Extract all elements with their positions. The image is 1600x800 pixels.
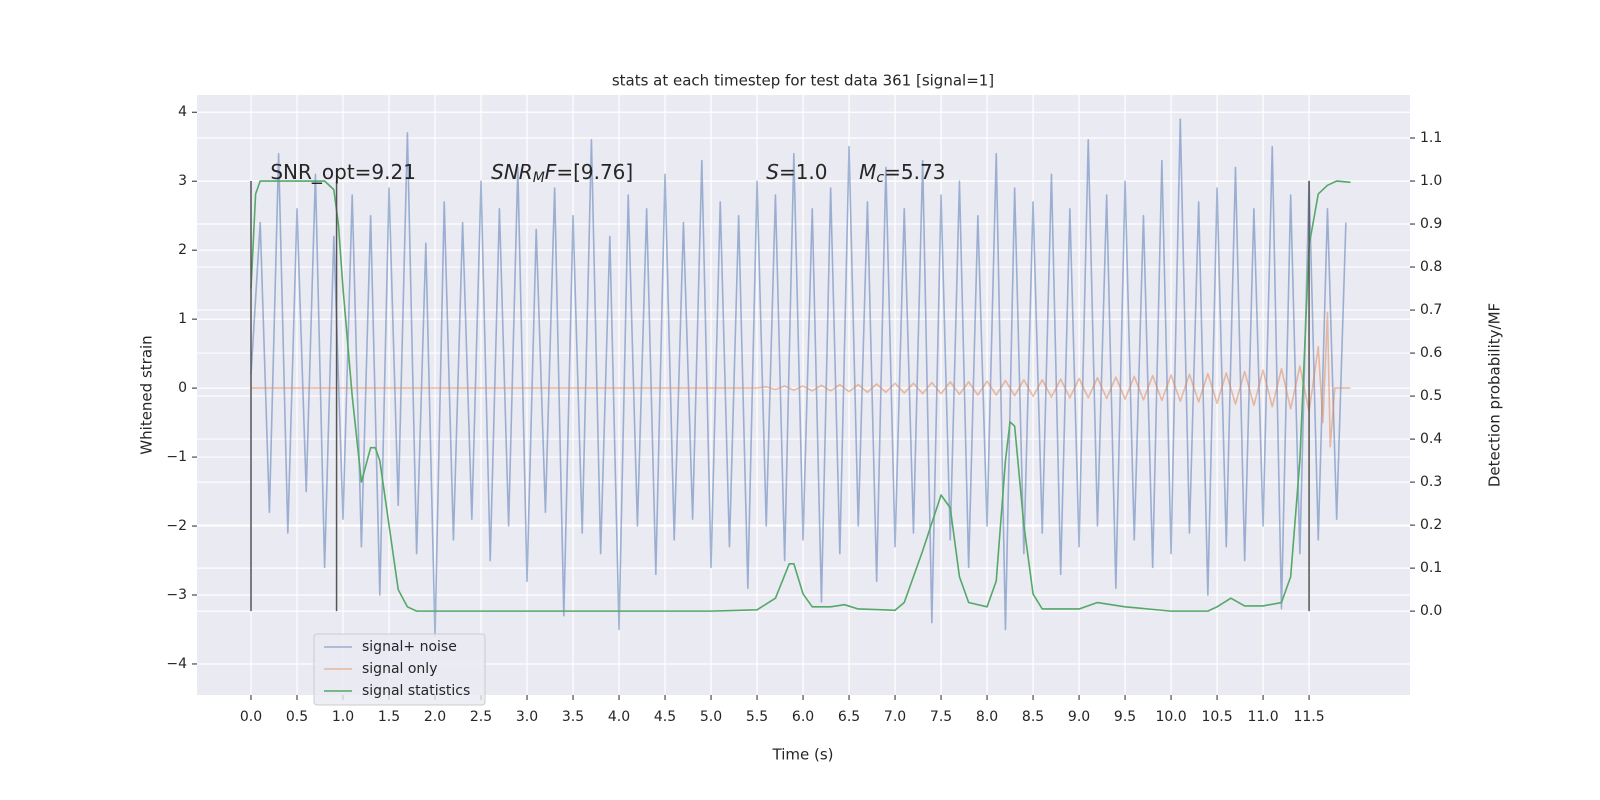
x-axis-label: Time (s) [772, 746, 834, 764]
x-tick-label: 3.5 [562, 709, 584, 725]
x-tick-label: 2.0 [424, 709, 446, 725]
x-tick-label: 6.0 [792, 709, 814, 725]
annotation-part: SNR [491, 159, 533, 183]
y-axis-label: Whitened strain [138, 335, 156, 454]
x-tick-label: 7.5 [930, 709, 952, 725]
legend-label: signal+ noise [362, 639, 457, 655]
y2-tick-label: 0.7 [1420, 302, 1442, 318]
x-tick-label: 5.0 [700, 709, 722, 725]
x-tick-label: 11.5 [1293, 709, 1324, 725]
series-line [250, 180, 1351, 612]
y2-axis-label: Detection probability/MF [1486, 303, 1504, 487]
x-tick-label: 4.0 [608, 709, 630, 725]
x-tick-label: 8.5 [1022, 709, 1044, 725]
x-tick-label: 2.5 [470, 709, 492, 725]
annotation: Mc=5.73 [859, 159, 945, 186]
y-tick-label: 0 [178, 380, 187, 396]
x-tick-label: 6.5 [838, 709, 860, 725]
y2-tick-label: 0.5 [1420, 388, 1442, 404]
y-tick-label: 3 [178, 173, 187, 189]
annotation: SNR_opt=9.21 [270, 159, 416, 183]
legend-box [313, 633, 486, 706]
annotation-part: =1.0 [779, 159, 828, 183]
x-tick-label: 10.5 [1201, 709, 1232, 725]
series-line [250, 118, 1347, 638]
y-tick-label: 4 [178, 104, 187, 120]
x-tick-label: 1.0 [332, 709, 354, 725]
y-tick-label: −2 [166, 518, 187, 534]
legend-label: signal only [362, 661, 437, 677]
y2-tick-label: 0.0 [1420, 603, 1442, 619]
x-tick-label: 4.5 [654, 709, 676, 725]
y2-tick-label: 0.2 [1420, 517, 1442, 533]
x-tick-label: 0.5 [286, 709, 308, 725]
x-tick-label: 0.0 [240, 709, 262, 725]
y2-tick-label: 0.9 [1420, 216, 1442, 232]
y-tick-label: 1 [178, 311, 187, 327]
y2-tick-label: 1.0 [1420, 173, 1442, 189]
annotation-part: =5.73 [884, 159, 945, 183]
y2-tick-label: 0.4 [1420, 431, 1442, 447]
x-tick-label: 9.5 [1114, 709, 1136, 725]
annotation-part: F [545, 159, 557, 183]
y2-tick-label: 0.1 [1420, 560, 1442, 576]
y2-tick-label: 1.1 [1420, 130, 1442, 146]
annotation: SNRMF=[9.76] [491, 159, 633, 186]
x-tick-label: 7.0 [884, 709, 906, 725]
x-tick-label: 9.0 [1068, 709, 1090, 725]
annotation-part: S [766, 159, 779, 183]
x-tick-label: 5.5 [746, 709, 768, 725]
legend-label: signal statistics [362, 683, 470, 699]
annotation-part: SNR_opt=9.21 [270, 159, 416, 183]
x-tick-label: 1.5 [378, 709, 400, 725]
x-tick-label: 11.0 [1247, 709, 1278, 725]
y2-tick-label: 0.6 [1420, 345, 1442, 361]
series-line [251, 311, 1351, 448]
y2-tick-label: 0.8 [1420, 259, 1442, 275]
chart-title: stats at each timestep for test data 361… [612, 72, 994, 90]
x-tick-label: 8.0 [976, 709, 998, 725]
x-tick-label: 10.0 [1155, 709, 1186, 725]
x-tick-label: 3.0 [516, 709, 538, 725]
annotation-part: c [876, 170, 884, 186]
y-tick-label: −3 [166, 587, 187, 603]
annotation-part: M [533, 170, 545, 186]
annotation-part: M [859, 159, 876, 183]
y2-tick-label: 0.3 [1420, 474, 1442, 490]
y-tick-label: −1 [166, 449, 187, 465]
annotation-part: =[9.76] [556, 159, 633, 183]
annotation: S=1.0 [766, 159, 827, 183]
y-tick-label: −4 [166, 656, 187, 672]
y-tick-label: 2 [178, 242, 187, 258]
